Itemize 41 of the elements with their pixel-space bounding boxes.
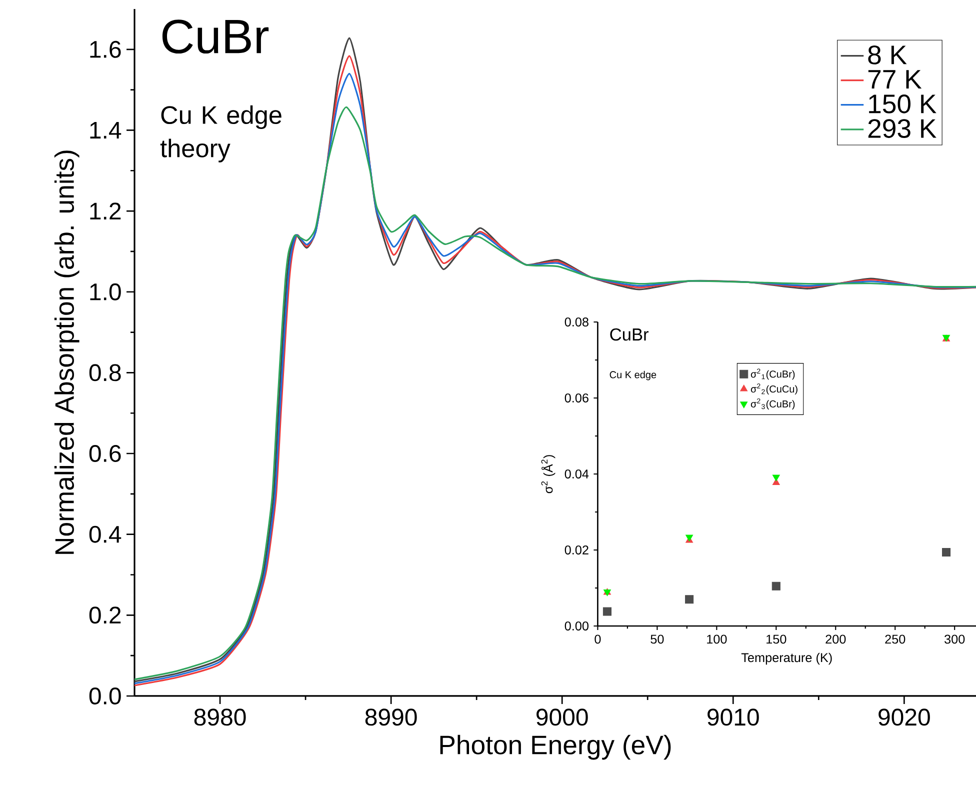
y-tick-label: 0.02 bbox=[564, 546, 588, 554]
legend-label: 293 K bbox=[868, 119, 936, 138]
legend-label: σ$^{2}$$_{1}$(CuBr) bbox=[750, 368, 795, 380]
y-tick-label: 1.6 bbox=[90, 40, 121, 58]
x-axis-title: Temperature (K) bbox=[741, 652, 832, 665]
annotation: Cu K edge theory bbox=[160, 105, 282, 162]
y-tick-label: 0.04 bbox=[564, 470, 589, 478]
legend-label: σ$^{2}$$_{2}$(CuCu) bbox=[750, 384, 798, 395]
x-tick-label: 200 bbox=[826, 634, 846, 644]
y-tick-label: 0.00 bbox=[564, 622, 588, 630]
y-axis-title: Normalized Absorption (arb. units) bbox=[54, 150, 80, 554]
x-axis-title: Photon Energy (eV) bbox=[440, 734, 671, 760]
y-tick-label: 0.0 bbox=[89, 687, 121, 704]
x-tick-label: 250 bbox=[885, 634, 906, 644]
x-tick-label: 9000 bbox=[536, 708, 588, 726]
legend-label: 77 K bbox=[868, 70, 922, 88]
legend-label: 8 K bbox=[868, 46, 907, 64]
y-tick-label: 0.06 bbox=[564, 394, 588, 402]
annotation: CuBr bbox=[610, 328, 649, 341]
y-tick-label: 0.6 bbox=[89, 445, 121, 462]
y-tick-label: 0.08 bbox=[564, 318, 588, 326]
x-tick-label: 150 bbox=[766, 634, 786, 644]
x-tick-label: 0 bbox=[594, 634, 601, 644]
x-tick-label: 300 bbox=[944, 634, 965, 644]
y-tick-label: 1.4 bbox=[90, 122, 122, 138]
y-axis-title: σ$^{2}$ (Å$^{2}$) bbox=[541, 455, 556, 494]
y-tick-label: 0.4 bbox=[89, 526, 122, 543]
x-tick-label: 50 bbox=[650, 634, 664, 644]
x-tick-label: 9020 bbox=[878, 708, 930, 726]
y-tick-label: 0.2 bbox=[89, 606, 121, 624]
y-tick-label: 1.2 bbox=[90, 202, 121, 220]
legend-label: 150 K bbox=[869, 94, 936, 114]
x-tick-label: 100 bbox=[707, 634, 727, 644]
y-tick-label: 0.8 bbox=[89, 364, 121, 382]
x-tick-label: 8980 bbox=[194, 708, 246, 726]
x-tick-label: 9010 bbox=[708, 708, 759, 726]
legend-label: σ$^{2}$$_{3}$(CuBr) bbox=[750, 398, 795, 410]
x-tick-label: 8990 bbox=[365, 708, 417, 726]
annotation: Cu K edge bbox=[610, 370, 656, 380]
y-tick-label: 1.0 bbox=[90, 283, 121, 300]
annotation: CuBr bbox=[162, 20, 269, 54]
